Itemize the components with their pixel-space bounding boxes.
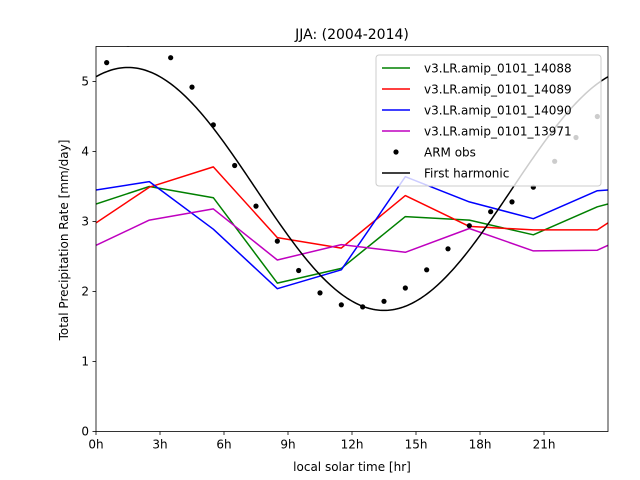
obs-point-5 xyxy=(232,162,238,169)
x-tick-label: 15h xyxy=(405,438,428,452)
y-tick-label: 5 xyxy=(81,75,89,89)
y-tick-label: 2 xyxy=(81,285,89,299)
series-line-v3-lr-amip-0101-14089 xyxy=(96,166,608,249)
series-line-v3-lr-amip-0101-14090 xyxy=(96,175,608,290)
obs-point-0 xyxy=(104,60,110,66)
obs-point-15 xyxy=(445,246,451,252)
legend-label-v3-lr-amip-0101-13971: v3.LR.amip_0101_13971 xyxy=(424,125,572,139)
y-tick-label: 4 xyxy=(81,145,89,159)
obs-point-13 xyxy=(402,285,408,291)
obs-point-16 xyxy=(466,223,472,229)
y-tick-label: 3 xyxy=(81,215,89,229)
series-line-v3-lr-amip-0101-13971 xyxy=(96,208,608,261)
legend-box xyxy=(375,54,602,187)
x-tick-label: 0h xyxy=(88,438,103,452)
x-tick-label: 18h xyxy=(469,438,492,452)
obs-point-12 xyxy=(381,298,387,304)
axes: 0h 3h 6h 9h 12h 15h 18h 21h 0 1 2 3 4 5 xyxy=(81,46,609,452)
x-tick-label: 3h xyxy=(152,438,167,452)
y-axis-label: Total Precipitation Rate [mm/day] xyxy=(57,140,71,342)
legend-marker-arm-obs xyxy=(393,149,399,155)
obs-point-14 xyxy=(424,267,430,273)
legend-label-first-harmonic: First harmonic xyxy=(424,167,509,181)
x-tick-label: 9h xyxy=(280,438,295,452)
legend-label-v3-lr-amip-0101-14088: v3.LR.amip_0101_14088 xyxy=(424,62,572,76)
x-tick-label: 21h xyxy=(533,438,556,452)
obs-point-2 xyxy=(168,55,174,61)
obs-point-17 xyxy=(488,209,494,215)
y-tick-label: 0 xyxy=(81,425,89,439)
legend-label-arm-obs: ARM obs xyxy=(424,146,476,160)
legend: v3.LR.amip_0101_14088 v3.LR.amip_0101_140… xyxy=(375,54,602,187)
obs-point-18 xyxy=(509,199,515,205)
obs-point-7 xyxy=(274,238,280,244)
obs-point-6 xyxy=(253,203,259,209)
legend-label-v3-lr-amip-0101-14089: v3.LR.amip_0101_14089 xyxy=(424,83,572,97)
legend-label-v3-lr-amip-0101-14090: v3.LR.amip_0101_14090 xyxy=(424,104,572,118)
obs-point-9 xyxy=(317,290,323,296)
chart-title: JJA: (2004-2014) xyxy=(294,27,409,43)
x-tick-label: 6h xyxy=(216,438,231,452)
y-tick-label: 1 xyxy=(81,355,89,369)
plot-area xyxy=(96,46,608,312)
obs-point-3 xyxy=(189,84,195,90)
obs-point-8 xyxy=(296,267,302,274)
obs-point-10 xyxy=(338,302,344,308)
series-line-v3-lr-amip-0101-14088 xyxy=(96,185,608,284)
x-tick-label: 12h xyxy=(341,438,364,452)
x-axis-label: local solar time [hr] xyxy=(293,460,411,474)
